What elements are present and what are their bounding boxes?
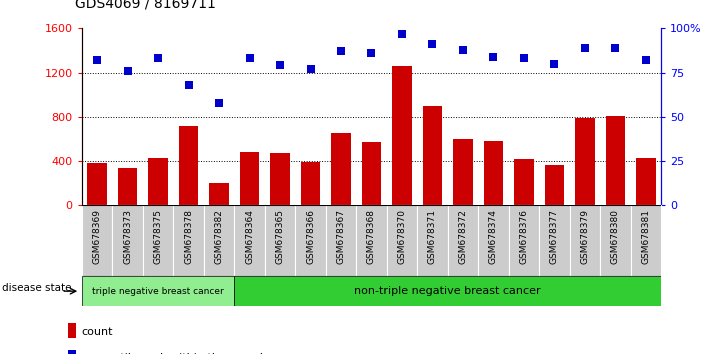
Text: GSM678377: GSM678377: [550, 209, 559, 264]
Bar: [545, 166, 565, 205]
Bar: [148, 158, 168, 205]
Text: GDS4069 / 8169711: GDS4069 / 8169711: [75, 0, 215, 11]
Point: [91, 57, 102, 63]
Text: GSM678381: GSM678381: [641, 209, 651, 264]
Point: [152, 56, 164, 61]
Text: GSM678382: GSM678382: [215, 209, 223, 264]
Text: non-triple negative breast cancer: non-triple negative breast cancer: [354, 286, 541, 296]
Bar: [362, 142, 381, 205]
Text: GSM678380: GSM678380: [611, 209, 620, 264]
Point: [213, 100, 225, 105]
Bar: [240, 152, 260, 205]
Bar: [331, 133, 351, 205]
Point: [457, 47, 469, 52]
Bar: [575, 118, 595, 205]
Point: [336, 48, 347, 54]
Point: [549, 61, 560, 67]
Bar: [387, 205, 417, 276]
Text: GSM678378: GSM678378: [184, 209, 193, 264]
Text: GSM678364: GSM678364: [245, 209, 254, 264]
Point: [641, 57, 652, 63]
Text: count: count: [82, 327, 113, 337]
Text: disease state: disease state: [1, 283, 71, 293]
Text: GSM678368: GSM678368: [367, 209, 376, 264]
Bar: [606, 116, 626, 205]
Bar: [483, 141, 503, 205]
Bar: [570, 205, 600, 276]
Bar: [82, 276, 234, 306]
Bar: [270, 153, 290, 205]
Bar: [112, 205, 143, 276]
Bar: [479, 205, 509, 276]
Point: [610, 45, 621, 51]
Bar: [234, 205, 264, 276]
Bar: [636, 158, 656, 205]
Bar: [173, 205, 204, 276]
Point: [579, 45, 591, 51]
Point: [427, 41, 438, 47]
Text: triple negative breast cancer: triple negative breast cancer: [92, 287, 224, 296]
Point: [244, 56, 255, 61]
Bar: [117, 168, 137, 205]
Bar: [417, 205, 448, 276]
Bar: [82, 205, 112, 276]
Bar: [209, 183, 229, 205]
Point: [488, 54, 499, 59]
Bar: [600, 205, 631, 276]
Bar: [143, 205, 173, 276]
Bar: [87, 163, 107, 205]
Text: GSM678369: GSM678369: [92, 209, 102, 264]
Bar: [68, 350, 77, 354]
Bar: [422, 106, 442, 205]
Text: GSM678370: GSM678370: [397, 209, 407, 264]
Point: [183, 82, 194, 88]
Bar: [301, 162, 321, 205]
Bar: [539, 205, 570, 276]
Text: GSM678379: GSM678379: [580, 209, 589, 264]
Bar: [326, 205, 356, 276]
Bar: [178, 126, 198, 205]
Bar: [234, 276, 661, 306]
Bar: [509, 205, 539, 276]
Text: GSM678373: GSM678373: [123, 209, 132, 264]
Text: GSM678375: GSM678375: [154, 209, 163, 264]
Text: GSM678374: GSM678374: [489, 209, 498, 264]
Bar: [264, 205, 295, 276]
Point: [122, 68, 133, 74]
Point: [305, 66, 316, 72]
Bar: [392, 66, 412, 205]
Bar: [356, 205, 387, 276]
Text: GSM678367: GSM678367: [336, 209, 346, 264]
Bar: [631, 205, 661, 276]
Point: [396, 31, 407, 36]
Point: [274, 63, 286, 68]
Text: GSM678376: GSM678376: [520, 209, 528, 264]
Bar: [448, 205, 479, 276]
Bar: [453, 139, 473, 205]
Bar: [295, 205, 326, 276]
Text: GSM678365: GSM678365: [275, 209, 284, 264]
Point: [518, 56, 530, 61]
Text: GSM678371: GSM678371: [428, 209, 437, 264]
Point: [365, 50, 377, 56]
Bar: [514, 159, 534, 205]
Text: GSM678372: GSM678372: [459, 209, 468, 264]
Bar: [68, 323, 77, 338]
Text: GSM678366: GSM678366: [306, 209, 315, 264]
Text: percentile rank within the sample: percentile rank within the sample: [82, 353, 269, 354]
Bar: [204, 205, 234, 276]
